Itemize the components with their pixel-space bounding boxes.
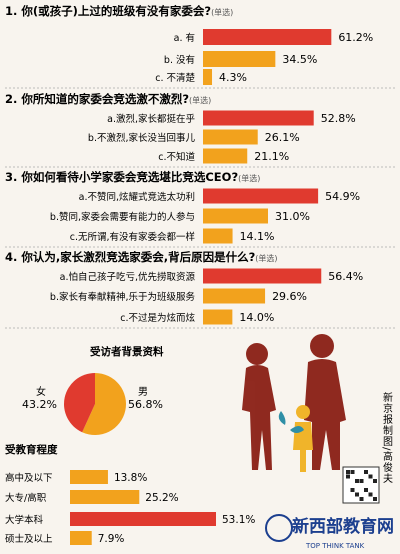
pie-value-female: 43.2% [22, 398, 57, 411]
bar [70, 470, 108, 484]
category-label: a.激烈,家长都挺在乎 [107, 113, 195, 125]
category-label: a.怕自己孩子吃亏,优先捞取资源 [60, 271, 196, 283]
category-label: c.不知道 [158, 151, 195, 163]
credit-text: 新京报制图/高俊夫 [381, 391, 393, 485]
question-4-chart: 4. 你认为,家长激烈竞选家委会,背后原因是什么?(单选) a.怕自己孩子吃亏,优… [5, 250, 395, 329]
education-category: 高中及以下 [5, 472, 53, 484]
category-label: c. 不清楚 [155, 72, 195, 84]
category-label: a.不赞同,炫耀式竞选太功利 [79, 191, 195, 203]
question-3-chart: 3. 你如何看待小学家委会竞选堪比竞选CEO?(单选) a.不赞同,炫耀式竞选太功… [5, 170, 395, 248]
bar [203, 208, 268, 224]
bar [203, 148, 248, 164]
question-2-chart: 2. 你所知道的家委会竞选激不激烈?(单选) a.激烈,家长都挺在乎 52.8% b.… [5, 92, 395, 168]
background-title: 受访者背景资料 [90, 345, 164, 358]
bar [203, 309, 233, 325]
value-label: 29.6% [272, 290, 307, 303]
watermark-brand: 新西部教育网 [292, 516, 394, 537]
watermark-logo: 新西部教育网 TOP THINK TANK [265, 514, 394, 550]
value-label: 54.9% [325, 190, 360, 203]
flower-icon [278, 411, 304, 433]
value-label: 53.1% [222, 514, 255, 526]
man-body [304, 359, 346, 470]
bar [203, 51, 276, 67]
value-label: 26.1% [265, 131, 300, 144]
bar [203, 228, 233, 244]
question-2-title: 2. 你所知道的家委会竞选激不激烈?(单选) [5, 92, 211, 106]
single-choice-tag: (单选) [255, 253, 277, 263]
bar [203, 110, 314, 126]
pie-slice-male [82, 373, 127, 436]
value-label: 7.9% [98, 533, 125, 545]
value-label: 14.0% [239, 311, 274, 324]
question-1-title: 1. 你(或孩子)上过的班级有没有家委会?(单选) [5, 4, 233, 18]
child-head [296, 405, 310, 419]
education-title: 受教育程度 [5, 443, 58, 456]
question-3-title: 3. 你如何看待小学家委会竞选堪比竞选CEO?(单选) [5, 170, 260, 184]
question-4-title: 4. 你认为,家长激烈竞选家委会,背后原因是什么?(单选) [5, 250, 278, 264]
bar [70, 531, 92, 545]
category-label: c.不过是为炫而炫 [120, 312, 195, 324]
value-label: 61.2% [338, 31, 373, 44]
value-label: 31.0% [275, 210, 310, 223]
bar [203, 129, 258, 145]
watermark-sub: TOP THINK TANK [305, 542, 365, 550]
question-1-chart: 1. 你(或孩子)上过的班级有没有家委会?(单选) a. 有 61.2% b. 没有 3… [5, 4, 395, 89]
child-body [293, 422, 313, 472]
value-label: 56.4% [328, 270, 363, 283]
category-label: a. 有 [174, 32, 195, 44]
pie-label-female: 女 [36, 385, 46, 398]
education-category: 大学本科 [5, 514, 44, 526]
category-label: b.不激烈,家长没当回事儿 [88, 132, 196, 144]
single-choice-tag: (单选) [189, 95, 211, 105]
bar [203, 268, 322, 284]
category-label: b. 没有 [164, 54, 195, 66]
value-label: 52.8% [321, 112, 356, 125]
man-head [310, 334, 334, 358]
education-category: 硕士及以上 [5, 533, 53, 545]
woman-head [246, 343, 268, 365]
category-label: c.无所谓,有没有家委会都一样 [70, 231, 195, 243]
value-label: 34.5% [282, 53, 317, 66]
value-label: 13.8% [114, 472, 147, 484]
woman-body [242, 365, 276, 470]
value-label: 25.2% [145, 492, 178, 504]
logo-icon [265, 514, 293, 542]
value-label: 4.3% [219, 71, 247, 84]
value-label: 21.1% [254, 150, 289, 163]
bar [203, 288, 266, 304]
single-choice-tag: (单选) [211, 7, 233, 17]
pie-slice-female [64, 373, 95, 433]
pie-label-male: 男 [138, 386, 148, 398]
pie-value-male: 56.8% [128, 398, 163, 411]
education-category: 大专/高职 [5, 492, 47, 504]
bar [70, 490, 140, 504]
bar [203, 29, 332, 45]
value-label: 14.1% [240, 230, 275, 243]
bar [70, 512, 216, 526]
single-choice-tag: (单选) [238, 173, 260, 183]
family-illustration [242, 334, 346, 470]
category-label: b.家长有奉献精神,乐于为班级服务 [50, 291, 196, 303]
bar [203, 69, 213, 85]
qr-code [342, 466, 380, 504]
bar [203, 188, 319, 204]
category-label: b.赞同,家委会需要有能力的人参与 [50, 211, 195, 223]
